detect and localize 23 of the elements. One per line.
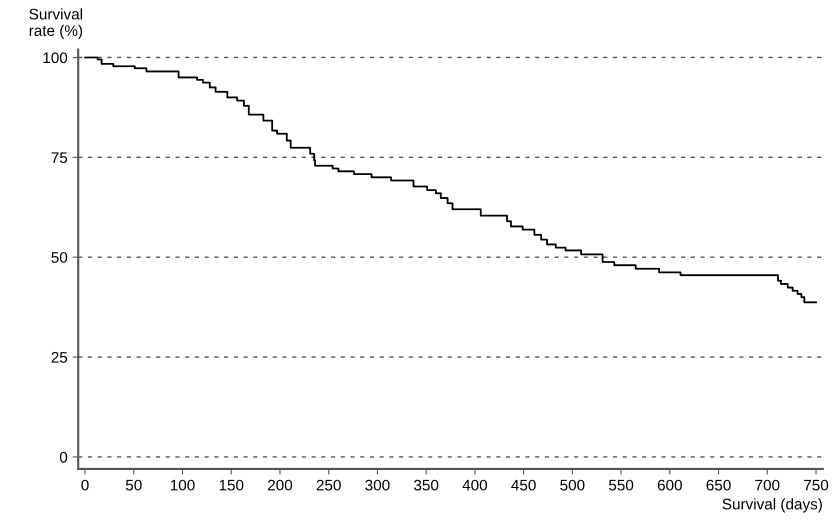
y-tick-label: 0 bbox=[60, 452, 68, 463]
y-tick-label: 25 bbox=[52, 352, 68, 363]
y-tick-label: 100 bbox=[43, 52, 68, 64]
x-tick-label: 150 bbox=[220, 480, 244, 491]
x-tick-label: 300 bbox=[365, 480, 390, 491]
y-axis-title: Survival rate (%) bbox=[29, 8, 82, 40]
x-tick-label: 600 bbox=[658, 480, 682, 491]
x-tick-label: 200 bbox=[268, 480, 292, 491]
x-tick-label: 700 bbox=[755, 480, 780, 491]
x-tick-label: 450 bbox=[511, 480, 536, 491]
x-axis-title: Survival (days) bbox=[722, 498, 822, 512]
x-tick-label: 0 bbox=[81, 480, 89, 491]
x-tick-label: 350 bbox=[414, 480, 438, 491]
x-tick-label: 50 bbox=[126, 480, 142, 491]
y-tick-label: 75 bbox=[52, 152, 68, 164]
x-tick-label: 250 bbox=[316, 480, 341, 491]
x-tick-label: 400 bbox=[462, 480, 488, 491]
x-tick-label: 500 bbox=[560, 480, 585, 491]
x-tick-label: 750 bbox=[804, 480, 828, 491]
y-tick-label: 50 bbox=[51, 252, 68, 263]
x-tick-label: 550 bbox=[608, 480, 634, 491]
x-tick-label: 100 bbox=[170, 480, 195, 491]
x-tick-label: 650 bbox=[706, 480, 731, 491]
